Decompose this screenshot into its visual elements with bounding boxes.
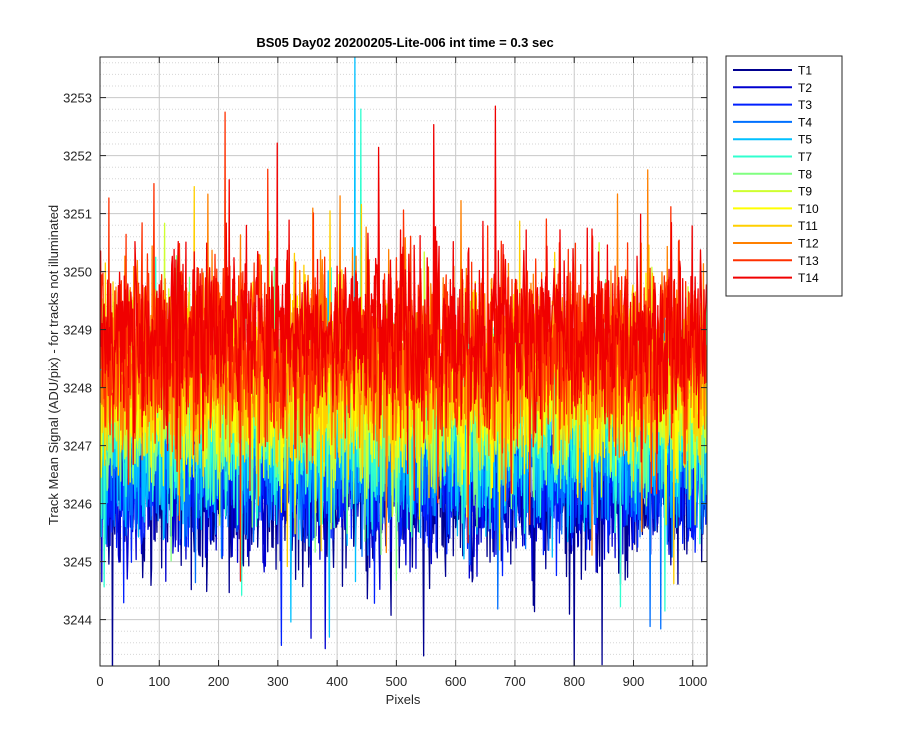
legend-label-t10: T10	[798, 202, 819, 216]
legend-label-t11: T11	[798, 219, 818, 233]
y-tick-label: 3249	[63, 323, 92, 338]
legend: T1 T2 T3 T4 T5 T7 T8 T9 T10 T11 T12 T13 T14	[725, 55, 843, 297]
x-tick-label: 500	[386, 674, 408, 689]
y-tick-label: 3253	[63, 91, 92, 106]
series-group	[100, 57, 707, 666]
x-tick-label: 400	[326, 674, 348, 689]
y-tick-label: 3251	[63, 207, 92, 222]
y-tick-label: 3245	[63, 555, 92, 570]
chart-title: BS05 Day02 20200205-Lite-006 int time = …	[256, 35, 553, 50]
x-axis-label: Pixels	[386, 692, 421, 707]
legend-label-t1: T1	[798, 64, 812, 78]
legend-label-t12: T12	[798, 237, 819, 251]
y-tick-label: 3246	[63, 497, 92, 512]
y-tick-label: 3252	[63, 149, 92, 164]
y-axis-label: Track Mean Signal (ADU/pix) - for tracks…	[46, 205, 61, 525]
x-tick-label: 300	[267, 674, 289, 689]
x-tick-label: 200	[208, 674, 230, 689]
y-tick-label: 3247	[63, 439, 92, 454]
y-tick-label: 3244	[63, 613, 92, 628]
x-tick-label: 900	[623, 674, 645, 689]
x-tick-label: 1000	[678, 674, 707, 689]
legend-label-t13: T13	[798, 254, 819, 268]
legend-label-t14: T14	[798, 271, 819, 285]
legend-label-t3: T3	[798, 98, 812, 112]
x-tick-label: 0	[96, 674, 103, 689]
y-tick-label: 3248	[63, 381, 92, 396]
legend-label-t8: T8	[798, 167, 812, 181]
legend-label-t4: T4	[798, 115, 812, 129]
legend-label-t9: T9	[798, 185, 812, 199]
plot-frame	[99, 56, 708, 667]
x-tick-label: 100	[148, 674, 170, 689]
legend-box	[725, 55, 843, 297]
legend-label-t5: T5	[798, 133, 812, 147]
x-tick-label: 800	[563, 674, 585, 689]
legend-label-t7: T7	[798, 150, 812, 164]
x-tick-label: 700	[504, 674, 526, 689]
legend-label-t2: T2	[798, 81, 812, 95]
axis-ticks: 0 100 200 300 400 500 600 700 800 900 1000 3244 3245…	[63, 57, 707, 689]
y-tick-label: 3250	[63, 265, 92, 280]
x-tick-label: 600	[445, 674, 467, 689]
series-line-t14	[100, 105, 707, 475]
